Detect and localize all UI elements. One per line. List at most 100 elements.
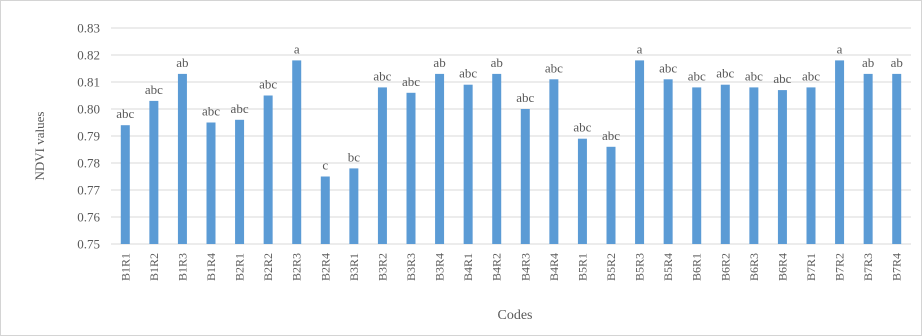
bar <box>749 87 759 245</box>
x-tick-label: B4R3 <box>518 253 532 281</box>
bar-annotation: abc <box>459 66 477 81</box>
x-tick-label: B4R2 <box>490 253 504 281</box>
x-tick-label: B7R3 <box>861 253 875 281</box>
bar-annotation: abc <box>259 77 277 92</box>
bar-annotation: abc <box>545 60 563 75</box>
y-tick-label: 0.81 <box>77 75 100 90</box>
bar-annotation: abc <box>745 68 763 83</box>
bar <box>606 146 616 244</box>
x-tick-label: B1R4 <box>204 253 218 281</box>
x-tick-label: B6R4 <box>775 253 789 281</box>
bar <box>549 79 559 244</box>
bar <box>892 73 902 245</box>
bar-annotation: abc <box>116 106 134 121</box>
bar <box>377 87 387 245</box>
bar <box>635 60 645 245</box>
y-tick-label: 0.83 <box>77 21 100 36</box>
bar <box>235 119 245 244</box>
y-axis-label: NDVI values <box>32 112 47 181</box>
y-tick-label: 0.79 <box>77 129 100 144</box>
y-tick-label: 0.82 <box>77 48 100 63</box>
x-tick-label: B5R2 <box>604 253 618 281</box>
bar-annotation: c <box>322 158 328 173</box>
x-tick-label: B2R2 <box>261 253 275 281</box>
bar-annotation: abc <box>716 66 734 81</box>
x-tick-label: B1R3 <box>175 253 189 281</box>
x-tick-label: B2R1 <box>233 253 247 281</box>
bar <box>835 60 845 245</box>
bar-annotation: a <box>837 41 843 56</box>
bar-annotation: ab <box>891 55 903 70</box>
bar <box>577 138 587 244</box>
bar <box>520 109 530 244</box>
x-tick-label: B5R3 <box>633 253 647 281</box>
bar-annotation: abc <box>573 120 591 135</box>
bar <box>177 73 187 245</box>
y-tick-label: 0.80 <box>77 102 100 117</box>
x-tick-label: B3R3 <box>404 253 418 281</box>
bar-annotation: abc <box>602 128 620 143</box>
bar-annotation: abc <box>145 82 163 97</box>
bar <box>292 60 302 245</box>
bars <box>120 60 902 245</box>
x-tick-label: B4R1 <box>461 253 475 281</box>
x-axis-label: Codes <box>498 308 533 323</box>
bar-annotation: ab <box>176 55 188 70</box>
x-tick-label: B2R4 <box>318 253 332 281</box>
bar <box>777 90 787 244</box>
bar-annotation: abc <box>202 104 220 119</box>
bar <box>806 87 816 245</box>
x-tick-label: B1R2 <box>147 253 161 281</box>
x-tick-label: B4R4 <box>547 253 561 281</box>
gridlines <box>111 27 911 245</box>
x-tick-label: B3R4 <box>433 253 447 281</box>
bar <box>492 73 502 245</box>
x-tick-label: B7R1 <box>804 253 818 281</box>
x-tick-label: B3R2 <box>375 253 389 281</box>
bar-annotation: abc <box>516 90 534 105</box>
bar <box>320 176 330 244</box>
bar <box>349 168 359 244</box>
bar <box>149 100 159 245</box>
x-tick-label: B5R1 <box>575 253 589 281</box>
x-tick-label: B6R3 <box>747 253 761 281</box>
bar-annotation: abc <box>402 74 420 89</box>
y-tick-labels: 0.75 0.76 0.77 0.78 0.79 0.80 0.81 0.82 0.83 <box>77 21 100 252</box>
bar-annotation: ab <box>862 55 874 70</box>
x-tick-label: B7R4 <box>890 253 904 281</box>
bar <box>435 73 445 245</box>
bar <box>863 73 873 245</box>
y-tick-label: 0.76 <box>77 210 100 225</box>
bar-annotation: abc <box>688 68 706 83</box>
bar-annotation: a <box>294 41 300 56</box>
bar-annotation: bc <box>348 149 361 164</box>
bar <box>463 84 473 244</box>
x-tick-label: B7R2 <box>833 253 847 281</box>
y-tick-label: 0.77 <box>77 183 100 198</box>
bar-annotation: abc <box>659 60 677 75</box>
x-tick-label: B6R2 <box>718 253 732 281</box>
bar <box>406 92 416 244</box>
bar-annotation: abc <box>373 68 391 83</box>
bar <box>663 79 673 244</box>
bar <box>692 87 702 245</box>
bar-annotation: ab <box>433 55 445 70</box>
bar-annotation: a <box>637 41 643 56</box>
bar <box>720 84 730 244</box>
x-tick-label: B2R3 <box>290 253 304 281</box>
bar-annotation: abc <box>231 101 249 116</box>
x-tick-label: B1R1 <box>118 253 132 281</box>
x-tick-labels: B1R1 B1R2 B1R3 B1R4 B2R1 B2R2 B2R3 B2R4 B3R1 B3R2… <box>118 253 903 281</box>
x-tick-label: B6R1 <box>690 253 704 281</box>
x-tick-label: B5R4 <box>661 253 675 281</box>
x-tick-label: B3R1 <box>347 253 361 281</box>
bar-annotation: ab <box>491 55 503 70</box>
bar-annotation: abc <box>802 68 820 83</box>
bar <box>206 122 216 244</box>
bar-annotation: abc <box>773 71 791 86</box>
bar <box>263 95 273 244</box>
y-tick-label: 0.78 <box>77 156 100 171</box>
bar <box>120 125 130 244</box>
